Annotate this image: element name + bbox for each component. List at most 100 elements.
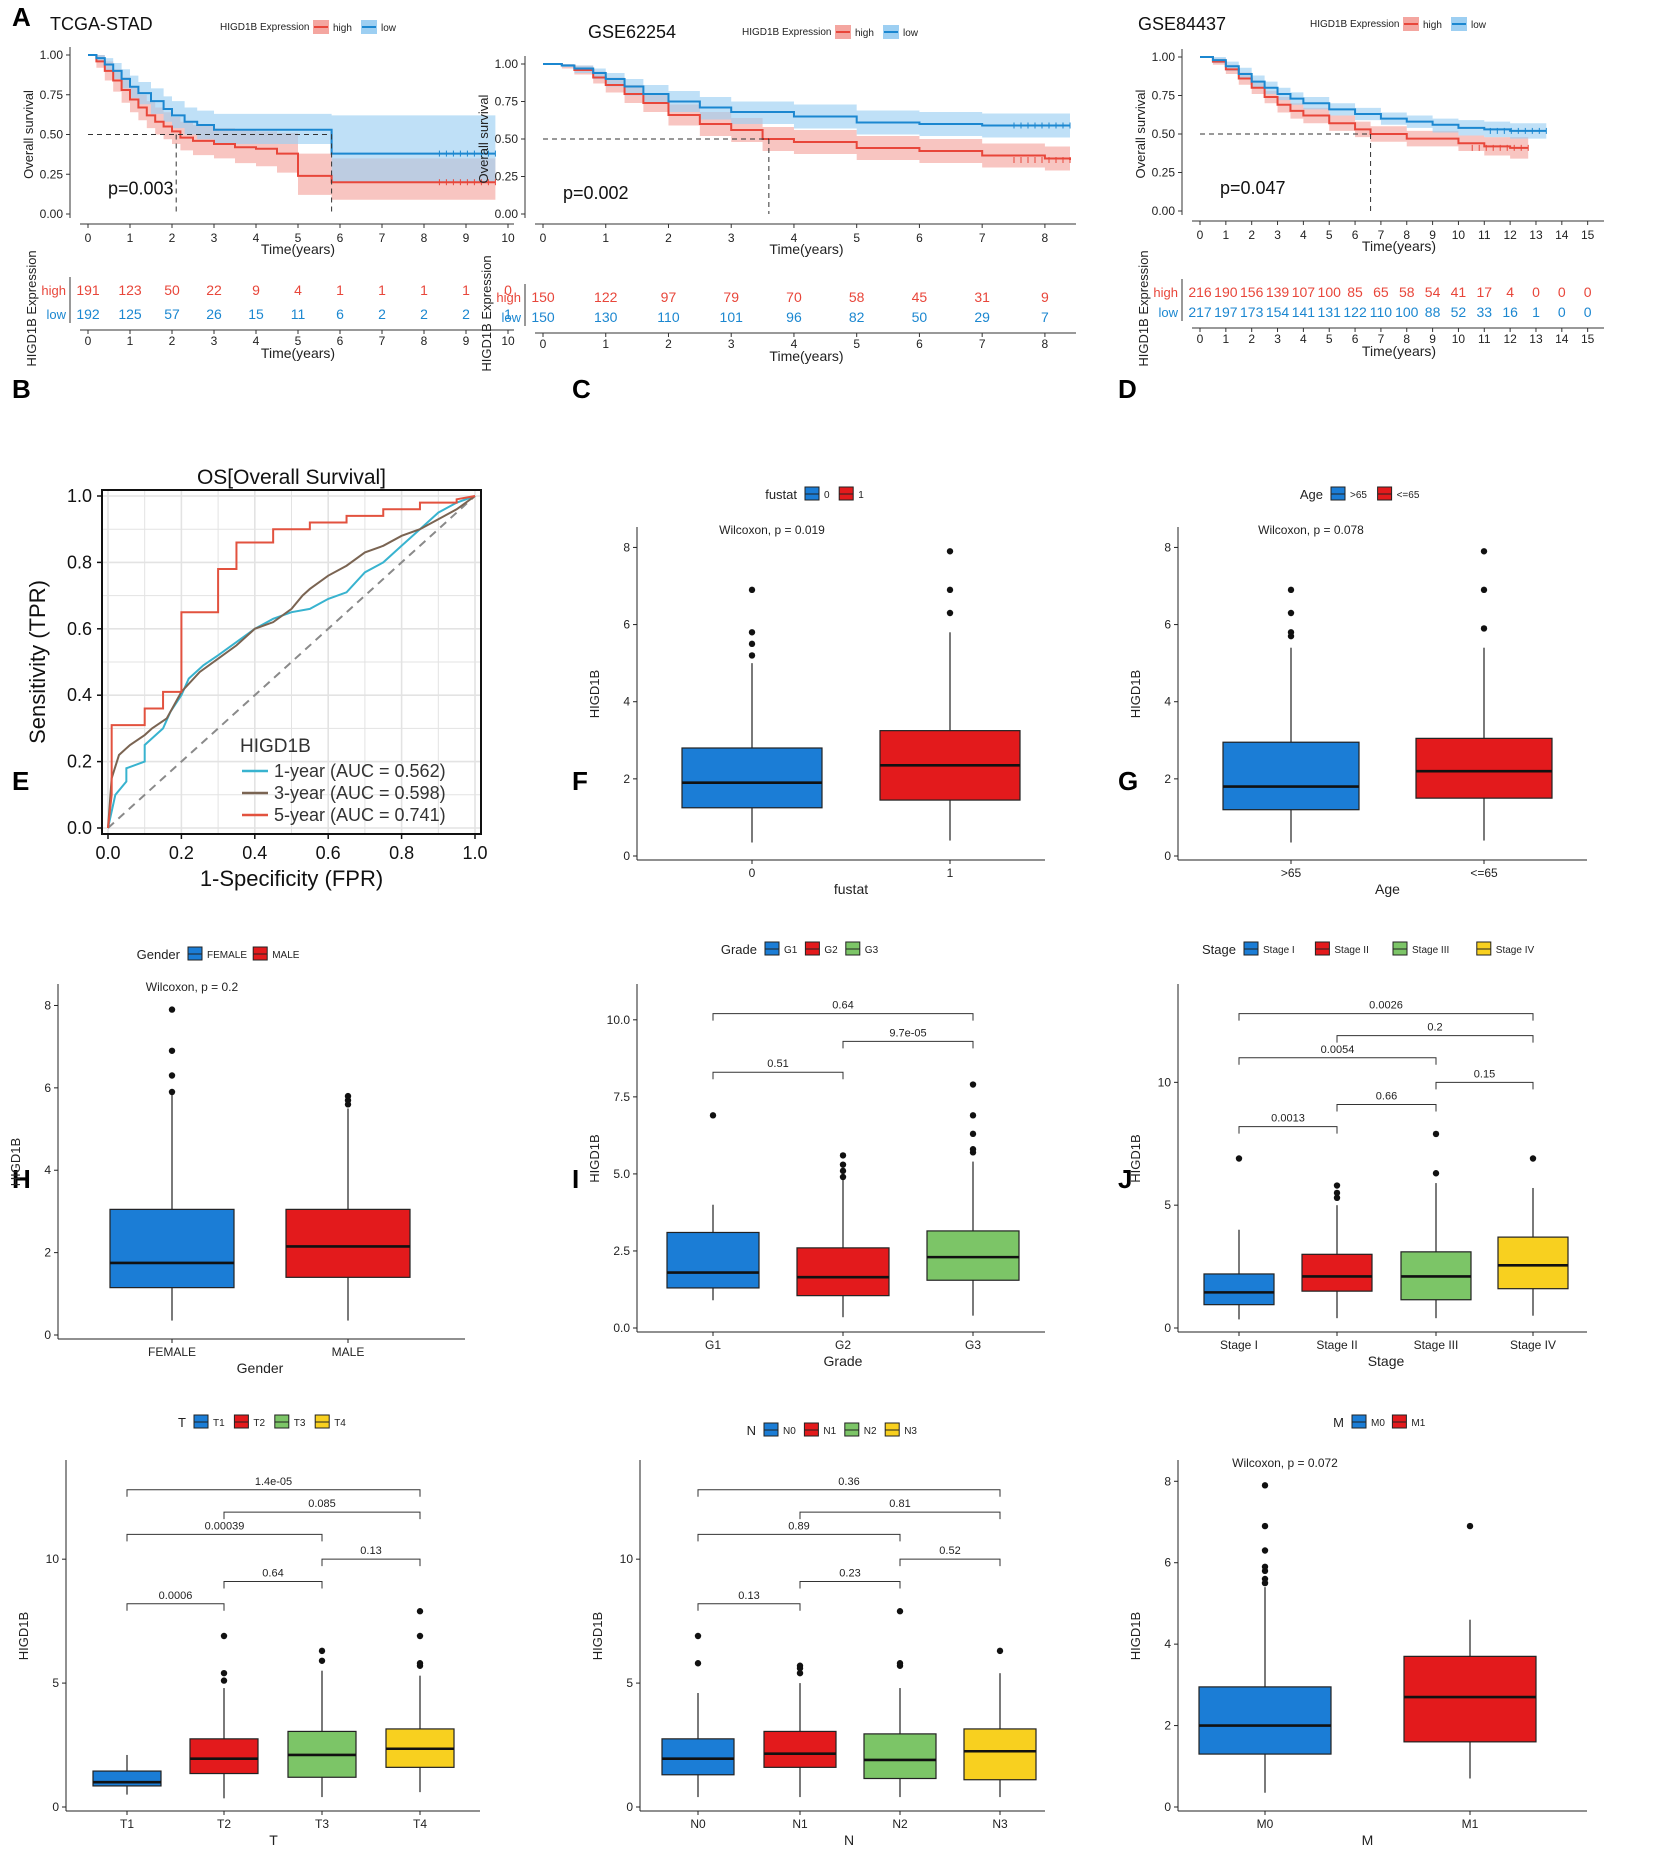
box-group-n1: N1 [763, 1662, 837, 1831]
risk-count: 107 [1292, 284, 1316, 300]
km-x-tick-label: 14 [1555, 228, 1569, 242]
risk-x-tick-label: 5 [853, 337, 860, 351]
km-x-tick-label: 5 [1326, 228, 1333, 242]
box-group-t4: T4 [385, 1608, 455, 1831]
box-group--65: <=65 [1415, 548, 1553, 880]
risk-x-tick-label: 2 [665, 337, 672, 351]
box-comparison-p: 0.64 [262, 1567, 283, 1579]
box-y-tick-label: 2 [44, 1246, 51, 1260]
risk-count: 79 [723, 289, 739, 305]
box-legend-label: G1 [784, 945, 798, 956]
risk-x-tick-label: 14 [1555, 332, 1569, 346]
km-y-tick-label: 0.00 [495, 207, 519, 221]
km-y-tick-label: 0.25 [1152, 166, 1176, 180]
box-comparison-p: 0.64 [832, 1000, 853, 1012]
km-y-label: Overall survival [21, 90, 36, 179]
box-outlier [168, 1072, 176, 1079]
box-y-tick-label: 8 [1164, 1474, 1171, 1488]
box-legend-label: 0 [824, 490, 830, 501]
box-y-tick-label: 10.0 [607, 1013, 631, 1027]
box-outlier [969, 1112, 977, 1119]
box-x-label: fustat [834, 881, 868, 897]
risk-count: 190 [1214, 284, 1238, 300]
risk-count: 156 [1240, 284, 1264, 300]
km-x-tick-label: 4 [791, 231, 798, 245]
box-outlier [839, 1173, 847, 1181]
box-x-tick-label: Stage I [1220, 1338, 1258, 1352]
km-ci-band-high [543, 64, 1070, 172]
km-y-tick-label: 0.50 [1152, 127, 1176, 141]
box-y-tick-label: 5 [1164, 1198, 1171, 1212]
box-outlier [168, 1088, 176, 1096]
risk-x-label: Time(years) [1362, 343, 1436, 359]
box-legend-label: Stage IV [1496, 945, 1535, 956]
km-curve-low [1200, 56, 1547, 132]
risk-count: 2 [462, 306, 470, 322]
box-y-label: HIGD1B [1128, 670, 1143, 718]
box-comparison-p: 0.36 [838, 1476, 859, 1488]
box-legend-title: Gender [137, 947, 181, 962]
box-iqr [1301, 1253, 1373, 1292]
km-x-tick-label: 2 [665, 231, 672, 245]
risk-count: 41 [1451, 284, 1467, 300]
risk-x-tick-label: 4 [1300, 332, 1307, 346]
risk-x-tick-label: 1 [1223, 332, 1230, 346]
risk-x-tick-label: 8 [1403, 332, 1410, 346]
km-title: GSE84437 [1138, 14, 1226, 34]
risk-count: 2 [378, 306, 386, 322]
km-x-tick-label: 4 [253, 231, 260, 245]
box-legend-label: FEMALE [207, 950, 247, 961]
box-outlier [946, 586, 954, 594]
km-x-tick-label: 2 [169, 231, 176, 245]
risk-row-label-low: low [501, 310, 521, 325]
km-ci-band-low [543, 64, 1070, 138]
roc-diagonal [107, 495, 476, 829]
box-legend-label: Stage I [1263, 945, 1295, 956]
box-outlier [839, 1167, 847, 1175]
box-group-m0: M0 [1198, 1482, 1332, 1831]
panel-letter-f: F [572, 766, 588, 796]
km-x-tick-label: 0 [85, 231, 92, 245]
box-outlier [168, 1047, 176, 1054]
box-comparison-bracket [1238, 1126, 1338, 1134]
box-plot-c: fustat 0 1 0 2 4 6 8 HIGD1B fustat Wilcoxon, p = 0… [587, 486, 1045, 897]
risk-count: 100 [1395, 304, 1419, 320]
roc-y-tick-label: 0.0 [67, 818, 92, 838]
km-legend-title: HIGD1B Expression [220, 22, 309, 33]
box-x-tick-label: M0 [1257, 1817, 1274, 1831]
box-legend-label: N2 [864, 1426, 877, 1437]
km-x-tick-label: 5 [295, 231, 302, 245]
box-y-tick-label: 2 [623, 772, 630, 786]
roc-x-tick-label: 0.4 [242, 843, 267, 863]
box-outlier [220, 1632, 228, 1640]
km-legend-label-high: high [333, 23, 352, 34]
km-y-label: Overall survival [476, 94, 491, 183]
roc-legend-label: 3-year (AUC = 0.598) [274, 783, 446, 803]
box-plot-h: T T1 T2 T3 T4 0 5 10 HIGD1B T T1 T2 T3 T4 0.0006 0.64 0.… [16, 1414, 480, 1848]
box-legend-title: fustat [765, 487, 797, 502]
box-y-label: HIGD1B [587, 1134, 602, 1182]
box-legend-label: <=65 [1397, 490, 1420, 501]
roc-title: OS[Overall Survival] [197, 466, 386, 489]
box-y-tick-label: 4 [44, 1163, 51, 1177]
box-legend-label: M1 [1411, 1418, 1425, 1429]
box-iqr [926, 1230, 1020, 1281]
box-comparison-bracket [321, 1558, 421, 1567]
box-y-tick-label: 8 [623, 540, 630, 554]
box-comparison-bracket [126, 1603, 225, 1611]
box-stat-label: Wilcoxon, p = 0.2 [146, 980, 239, 994]
box-outlier [1432, 1170, 1440, 1177]
box-outlier [1261, 1563, 1269, 1570]
risk-x-tick-label: 15 [1581, 332, 1595, 346]
roc-curve-1yr [107, 495, 476, 829]
box-legend-label: Stage III [1412, 945, 1449, 956]
box-outlier [1261, 1482, 1269, 1489]
risk-count: 1 [1532, 304, 1540, 320]
box-iqr [189, 1738, 259, 1775]
box-legend-label: N0 [783, 1426, 796, 1437]
box-comparison-p: 0.13 [360, 1545, 381, 1557]
box-x-label: N [844, 1832, 854, 1848]
box-legend-label: T4 [334, 1418, 346, 1429]
box-iqr [109, 1208, 235, 1289]
